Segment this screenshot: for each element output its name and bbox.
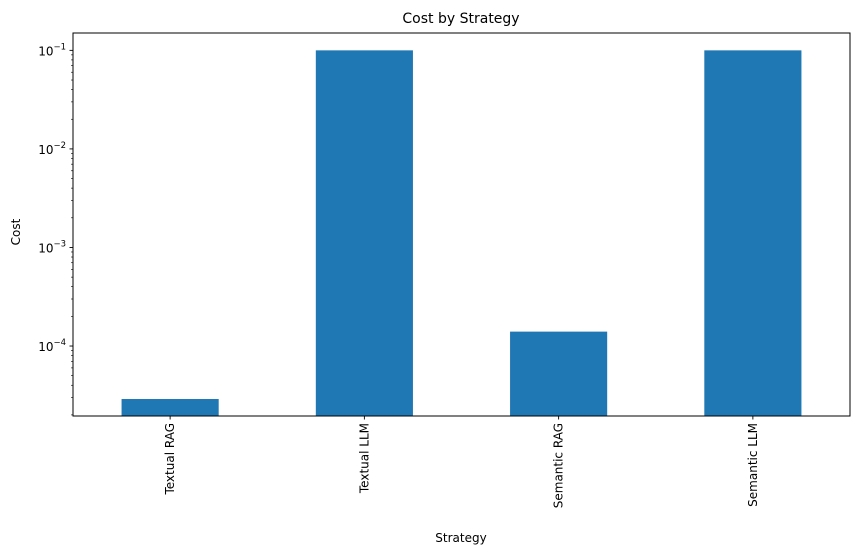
bar-textual-llm bbox=[315, 50, 413, 417]
x-tick-label: Semantic LLM bbox=[746, 423, 760, 507]
y-tick-label: 10−3 bbox=[38, 239, 66, 255]
bars-group bbox=[121, 50, 802, 417]
x-tick-label: Textual LLM bbox=[357, 423, 371, 494]
y-tick-label: 10−1 bbox=[38, 42, 66, 58]
bar-semantic-llm bbox=[704, 50, 802, 417]
chart-title: Cost by Strategy bbox=[402, 11, 519, 27]
x-tick-label: Semantic RAG bbox=[552, 423, 566, 508]
plot-frame bbox=[72, 32, 851, 417]
x-axis: Textual RAG Textual LLM Semantic RAG Semant… bbox=[163, 416, 760, 508]
y-axis: 10−4 10−3 10−2 10−1 bbox=[38, 42, 73, 416]
bar-textual-rag bbox=[121, 399, 219, 416]
y-axis-label: Cost bbox=[9, 218, 23, 245]
y-tick-label: 10−2 bbox=[38, 141, 66, 157]
x-axis-label: Strategy bbox=[435, 531, 486, 545]
y-tick-label: 10−4 bbox=[38, 338, 66, 354]
bar-semantic-rag bbox=[510, 331, 608, 416]
x-tick-label: Textual RAG bbox=[163, 423, 177, 496]
